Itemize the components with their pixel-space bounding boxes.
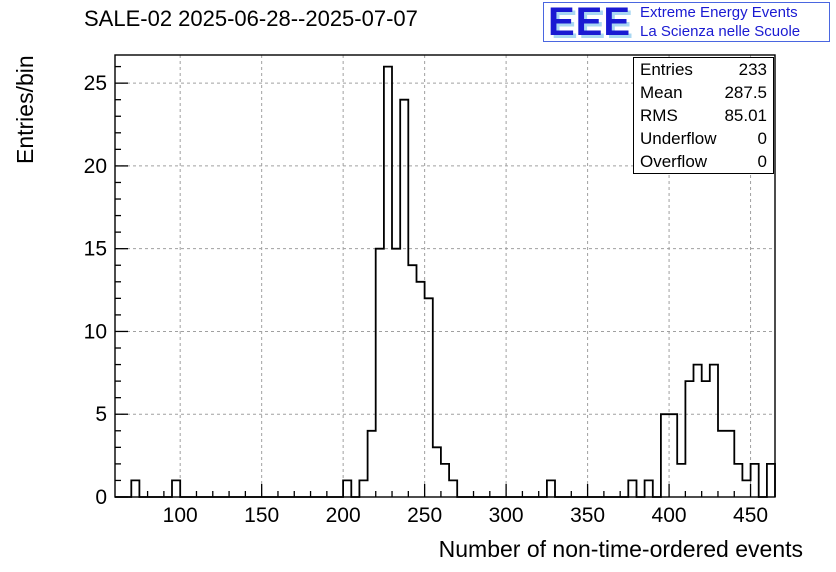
eee-logo-acronym: EEE xyxy=(548,0,632,44)
x-tick-label: 400 xyxy=(652,504,687,527)
stats-row-underflow: Underflow 0 xyxy=(634,127,773,150)
x-axis-title: Number of non-time-ordered events xyxy=(438,536,803,562)
plot-frame xyxy=(114,54,776,498)
stats-row-entries: Entries 233 xyxy=(634,58,773,81)
y-tick-label: 10 xyxy=(84,320,107,343)
stats-value: 0 xyxy=(757,152,767,171)
stats-row-mean: Mean 287.5 xyxy=(634,81,773,104)
stats-value: 233 xyxy=(738,60,767,79)
x-tick-label: 350 xyxy=(570,504,605,527)
x-tick-label: 250 xyxy=(407,504,442,527)
logo-line-2: La Scienza nelle Scuole xyxy=(640,23,801,40)
eee-logo: EEE Extreme Energy Events La Scienza nel… xyxy=(543,2,830,42)
stats-value: 287.5 xyxy=(724,83,767,102)
x-tick-label: 100 xyxy=(163,504,198,527)
stats-label: RMS xyxy=(640,106,678,125)
y-tick-label: 20 xyxy=(84,155,107,178)
stats-label: Overflow xyxy=(640,152,708,171)
x-tick-label: 300 xyxy=(489,504,524,527)
stats-box: Entries 233 Mean 287.5 RMS 85.01 Underfl… xyxy=(633,57,774,174)
x-tick-label: 450 xyxy=(733,504,768,527)
y-axis-title: Entries/bin xyxy=(12,55,38,164)
plot-title: SALE-02 2025-06-28--2025-07-07 xyxy=(84,6,418,31)
eee-logo-text: Extreme Energy Events La Scienza nelle S… xyxy=(640,3,800,41)
y-tick-label: 0 xyxy=(95,486,107,509)
stats-row-overflow: Overflow 0 xyxy=(634,150,773,173)
stats-row-rms: RMS 85.01 xyxy=(634,104,773,127)
stats-label: Underflow xyxy=(640,129,717,148)
stats-value: 85.01 xyxy=(724,106,767,125)
y-tick-label: 25 xyxy=(84,72,107,95)
stats-label: Entries xyxy=(640,60,693,79)
x-tick-label: 150 xyxy=(244,504,279,527)
stats-label: Mean xyxy=(640,83,683,102)
stats-value: 0 xyxy=(757,129,767,148)
x-tick-label: 200 xyxy=(326,504,361,527)
y-tick-label: 15 xyxy=(84,238,107,261)
logo-line-1: Extreme Energy Events xyxy=(640,4,798,21)
y-tick-label: 5 xyxy=(95,403,107,426)
